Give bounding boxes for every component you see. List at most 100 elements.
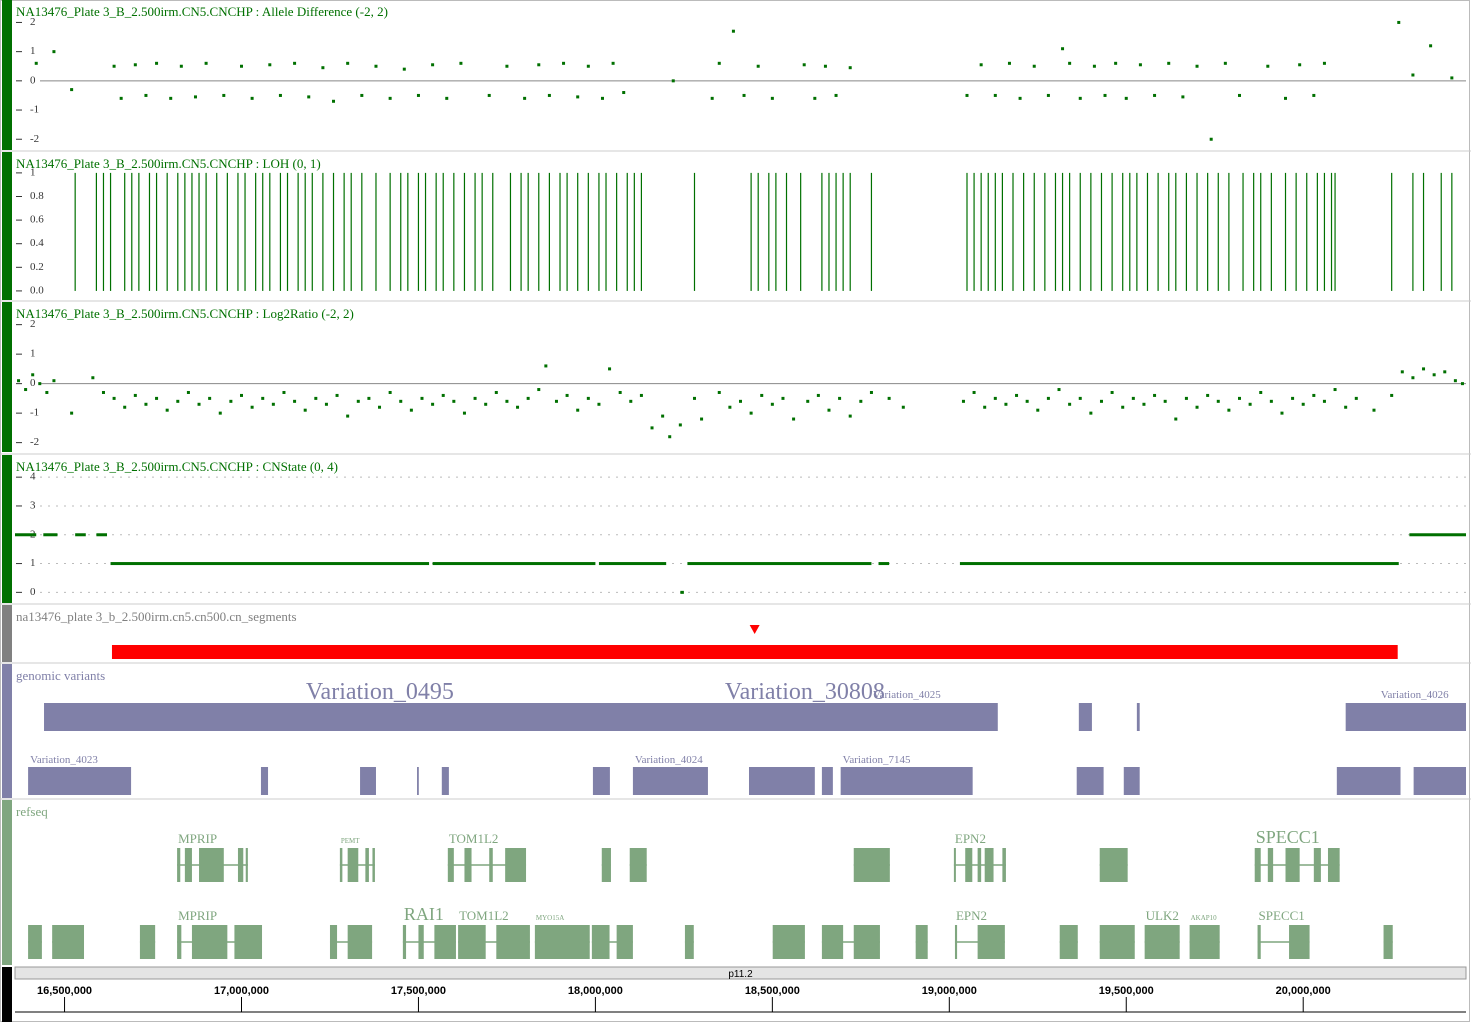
data-point	[848, 414, 852, 418]
data-point	[388, 96, 392, 100]
exon	[365, 848, 369, 882]
data-point	[346, 414, 350, 418]
data-point	[169, 96, 173, 100]
data-point	[1138, 63, 1142, 67]
data-point	[1206, 393, 1210, 397]
data-point	[770, 402, 774, 406]
data-point	[431, 63, 435, 67]
data-point	[70, 411, 74, 415]
data-point	[806, 399, 810, 403]
gene-label: AKAP10	[1191, 914, 1218, 922]
variant-label: Variation_4024	[635, 754, 703, 766]
data-point	[848, 66, 852, 70]
data-point	[1411, 73, 1415, 77]
data-point	[346, 61, 350, 65]
data-point	[1032, 64, 1036, 68]
gene-label: EPN2	[956, 908, 987, 923]
exon	[234, 925, 263, 959]
data-point	[756, 64, 760, 68]
data-point	[462, 411, 466, 415]
exon	[1267, 848, 1274, 882]
exon	[347, 848, 359, 882]
exon	[629, 848, 647, 882]
data-point	[1092, 64, 1096, 68]
data-point	[611, 61, 615, 65]
data-point	[547, 93, 551, 97]
data-point	[823, 64, 827, 68]
data-point	[155, 61, 159, 65]
exon	[52, 925, 85, 959]
data-point	[1015, 393, 1019, 397]
data-point	[229, 399, 233, 403]
data-point	[1259, 390, 1263, 394]
data-point	[597, 402, 601, 406]
data-point	[1238, 396, 1242, 400]
y-tick-label: 1	[30, 45, 36, 57]
data-point	[869, 390, 873, 394]
data-point	[792, 417, 796, 421]
ruler-tick-label: 17,000,000	[214, 985, 269, 997]
data-point	[1131, 396, 1135, 400]
data-point	[731, 29, 735, 33]
data-point	[1057, 388, 1061, 392]
data-point	[678, 423, 682, 427]
data-point	[409, 408, 413, 412]
data-point	[473, 396, 477, 400]
variant-feature	[44, 703, 998, 731]
exon	[339, 848, 343, 882]
data-point	[1025, 399, 1029, 403]
data-point	[176, 399, 180, 403]
y-tick-label: -2	[30, 436, 39, 448]
data-point	[983, 405, 987, 409]
exon	[177, 848, 181, 882]
cn-segment	[687, 562, 872, 566]
data-point	[608, 367, 612, 371]
y-tick-label: 1	[30, 348, 36, 360]
data-point	[250, 405, 254, 409]
data-point	[1099, 399, 1103, 403]
data-point	[887, 396, 891, 400]
data-point	[1460, 382, 1464, 386]
data-point	[544, 364, 548, 368]
data-point	[459, 61, 463, 65]
variant-feature	[28, 767, 132, 795]
exon	[1289, 925, 1310, 959]
data-point	[717, 61, 721, 65]
data-point	[537, 388, 541, 392]
track-label: genomic variants	[16, 668, 105, 683]
cytoband-label: p11.2	[728, 969, 753, 980]
exon	[199, 848, 224, 882]
data-point	[717, 390, 721, 394]
data-point	[155, 396, 159, 400]
data-point	[1007, 61, 1011, 65]
data-point	[307, 95, 311, 99]
cn-segment	[96, 533, 108, 537]
data-point	[1453, 379, 1457, 383]
gene-label: MYO15A	[536, 914, 564, 922]
data-point	[268, 63, 272, 67]
exon	[684, 925, 694, 959]
gene-label: SPECC1	[1256, 827, 1320, 847]
variant-feature	[260, 767, 269, 795]
variant-feature	[840, 767, 973, 795]
exon	[915, 925, 928, 959]
y-tick-label: 0.6	[30, 214, 44, 226]
exon	[601, 848, 611, 882]
y-tick-label: 2	[30, 16, 36, 28]
exon	[496, 925, 530, 959]
cn-segment	[1409, 533, 1466, 537]
data-point	[1167, 61, 1171, 65]
data-point	[1400, 370, 1404, 374]
exon	[1059, 925, 1078, 959]
segment-marker	[749, 625, 760, 634]
data-point	[650, 426, 654, 430]
data-point	[321, 66, 325, 70]
data-point	[668, 435, 672, 439]
data-point	[112, 396, 116, 400]
data-point	[1036, 408, 1040, 412]
data-point	[739, 399, 742, 403]
data-point	[484, 402, 488, 406]
data-point	[1216, 399, 1220, 403]
data-point	[332, 99, 336, 103]
variant-label: Variation_4025	[873, 689, 941, 701]
